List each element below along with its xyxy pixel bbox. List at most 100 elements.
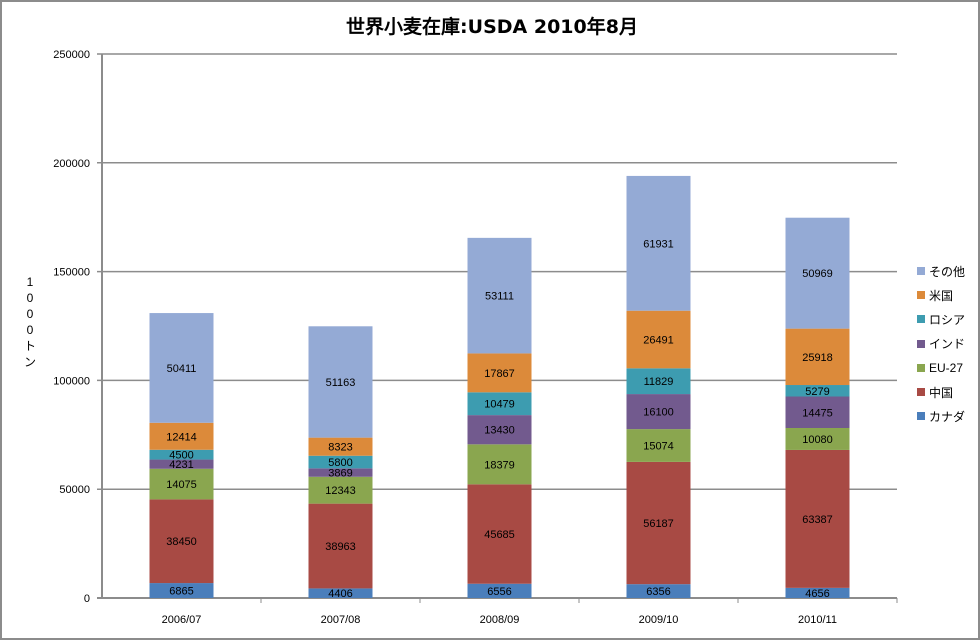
- data-label: 6556: [487, 586, 511, 598]
- bar-segment: [308, 468, 373, 477]
- data-label: 11829: [644, 376, 674, 388]
- data-label: 56187: [643, 518, 674, 530]
- bar-segment: [149, 313, 214, 423]
- legend-swatch: [917, 363, 925, 372]
- bar-segment: [467, 415, 532, 445]
- legend-item: EU-27: [917, 356, 965, 380]
- bar-segment: [467, 484, 532, 584]
- bar-segment: [785, 396, 850, 429]
- x-tick-label: 2009/10: [639, 614, 679, 626]
- bar-segment: [467, 583, 532, 598]
- data-label: 4231: [169, 459, 193, 471]
- legend-item: 米国: [917, 283, 965, 307]
- data-label: 18379: [484, 459, 515, 471]
- bar-segment: [785, 217, 850, 329]
- data-label: 13430: [484, 425, 515, 437]
- data-label: 17867: [484, 368, 515, 380]
- data-label: 16100: [643, 407, 674, 419]
- bar-segment: [626, 175, 691, 311]
- bar-segment: [149, 449, 214, 460]
- legend-label: EU-27: [929, 360, 964, 375]
- y-tick-label: 250000: [53, 49, 90, 61]
- data-label: 45685: [484, 529, 515, 541]
- bar-segment: [626, 429, 691, 462]
- data-label: 4500: [169, 450, 193, 462]
- legend-label: インド: [929, 337, 966, 352]
- bar-segment: [467, 237, 532, 354]
- legend-label: その他: [929, 264, 966, 279]
- bar-segment: [149, 459, 214, 469]
- data-label: 6356: [646, 586, 670, 598]
- data-label: 5279: [805, 386, 829, 398]
- bar-segment: [785, 328, 850, 386]
- bar-segment: [308, 588, 373, 598]
- bar-segment: [149, 422, 214, 450]
- x-tick-label: 2008/09: [480, 614, 520, 626]
- data-label: 15074: [643, 441, 674, 453]
- legend-swatch: [917, 315, 925, 324]
- bar-segment: [467, 353, 532, 393]
- bar-segment: [785, 428, 850, 450]
- data-label: 10479: [484, 399, 515, 411]
- chart-title: 世界小麦在庫:USDA 2010年8月: [346, 16, 638, 38]
- bar-segment: [308, 503, 373, 589]
- bar-segment: [467, 392, 532, 416]
- x-tick-label: 2010/11: [798, 614, 837, 626]
- bar-segment: [785, 385, 850, 397]
- data-label: 51163: [326, 377, 356, 389]
- data-label: 53111: [485, 291, 514, 303]
- y-axis-label: 1000トン: [24, 275, 37, 369]
- bar-segment: [308, 455, 373, 469]
- data-label: 14075: [166, 479, 197, 491]
- data-label: 50411: [167, 363, 197, 375]
- data-label: 4406: [328, 588, 352, 600]
- y-tick-label: 150000: [53, 267, 90, 279]
- bar-segment: [626, 394, 691, 430]
- y-tick-label: 0: [84, 593, 90, 605]
- data-label: 8323: [328, 442, 352, 454]
- bar-segment: [308, 476, 373, 504]
- legend-item: インド: [917, 332, 965, 356]
- legend-swatch: [917, 388, 925, 397]
- bar-segment: [149, 583, 214, 598]
- data-label: 38963: [325, 541, 356, 553]
- bar-segment: [626, 310, 691, 369]
- bar-segment: [785, 587, 850, 598]
- legend-label: ロシア: [929, 312, 966, 327]
- bar-segment: [467, 444, 532, 485]
- data-label: 26491: [643, 335, 674, 347]
- legend: その他米国ロシアインド EU-27 中国カナダ: [917, 259, 965, 428]
- bar-segment: [149, 499, 214, 584]
- x-tick-label: 2007/08: [321, 614, 361, 626]
- bar-segment: [785, 449, 850, 588]
- bar-segment: [308, 437, 373, 456]
- x-tick-label: 2006/07: [162, 614, 202, 626]
- legend-item: カナダ: [917, 404, 965, 428]
- data-label: 38450: [166, 536, 197, 548]
- data-label: 12343: [325, 485, 356, 497]
- data-label: 61931: [643, 238, 674, 250]
- data-label: 10080: [802, 434, 833, 446]
- y-tick-label: 200000: [53, 158, 90, 170]
- legend-item: その他: [917, 259, 965, 283]
- data-label: 14475: [802, 407, 833, 419]
- legend-label: 米国: [929, 288, 954, 303]
- legend-swatch: [917, 339, 925, 348]
- legend-label: カナダ: [929, 409, 966, 424]
- bar-segment: [626, 584, 691, 598]
- legend-swatch: [917, 267, 925, 276]
- bar-segment: [626, 368, 691, 395]
- y-tick-label: 50000: [59, 484, 90, 496]
- bar-segment: [149, 468, 214, 500]
- data-label: 5800: [328, 457, 352, 469]
- legend-label: 中国: [929, 385, 954, 400]
- data-label: 12414: [166, 431, 197, 443]
- data-label: 3869: [328, 468, 352, 480]
- legend-item: 中国: [917, 380, 965, 404]
- bar-segment: [626, 461, 691, 585]
- y-tick-label: 100000: [53, 375, 90, 387]
- legend-swatch: [917, 412, 925, 421]
- data-label: 63387: [802, 514, 833, 526]
